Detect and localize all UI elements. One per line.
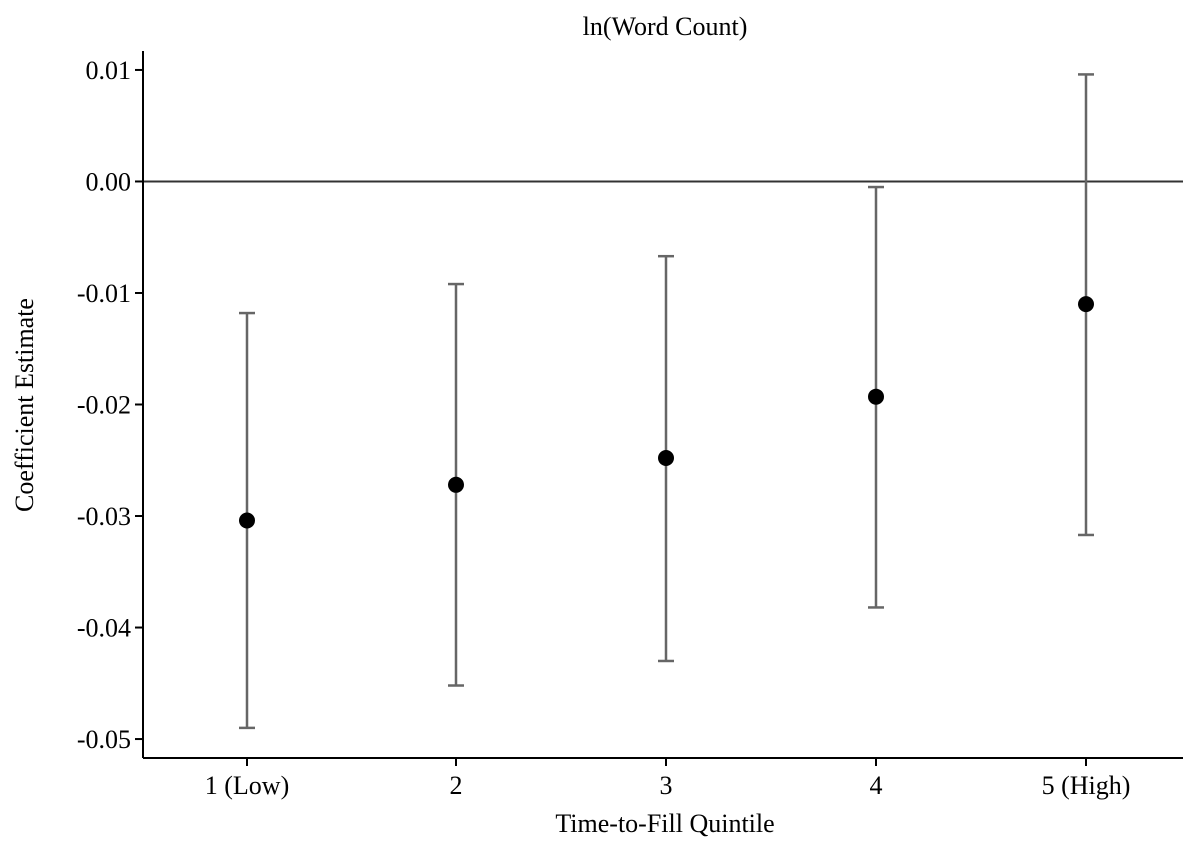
x-tick-label: 2 [450, 771, 463, 800]
y-tick-label: -0.05 [77, 725, 131, 754]
y-tick-label: -0.01 [77, 279, 131, 308]
x-axis-title: Time-to-Fill Quintile [555, 809, 774, 838]
y-tick-label: -0.03 [77, 502, 131, 531]
x-tick-label: 5 (High) [1042, 771, 1131, 800]
plot-area: 0.01 0.00 -0.01 -0.02 -0.03 -0.04 -0.05 1 (Low)… [77, 51, 1183, 800]
data-point [1078, 296, 1094, 313]
x-tick-label: 1 (Low) [205, 771, 289, 800]
data-point [448, 476, 464, 493]
y-tick-label: 0.01 [86, 56, 132, 85]
y-tick-label: -0.02 [77, 391, 131, 420]
data-point [239, 512, 255, 529]
x-tick-label: 3 [660, 771, 673, 800]
data-point [868, 388, 884, 405]
chart-title: ln(Word Count) [583, 12, 748, 41]
y-tick-label: -0.04 [77, 614, 131, 643]
y-tick-label: 0.00 [86, 167, 132, 196]
y-axis-title: Coefficient Estimate [10, 298, 39, 512]
x-tick-label: 4 [870, 771, 883, 800]
data-point [658, 450, 674, 467]
